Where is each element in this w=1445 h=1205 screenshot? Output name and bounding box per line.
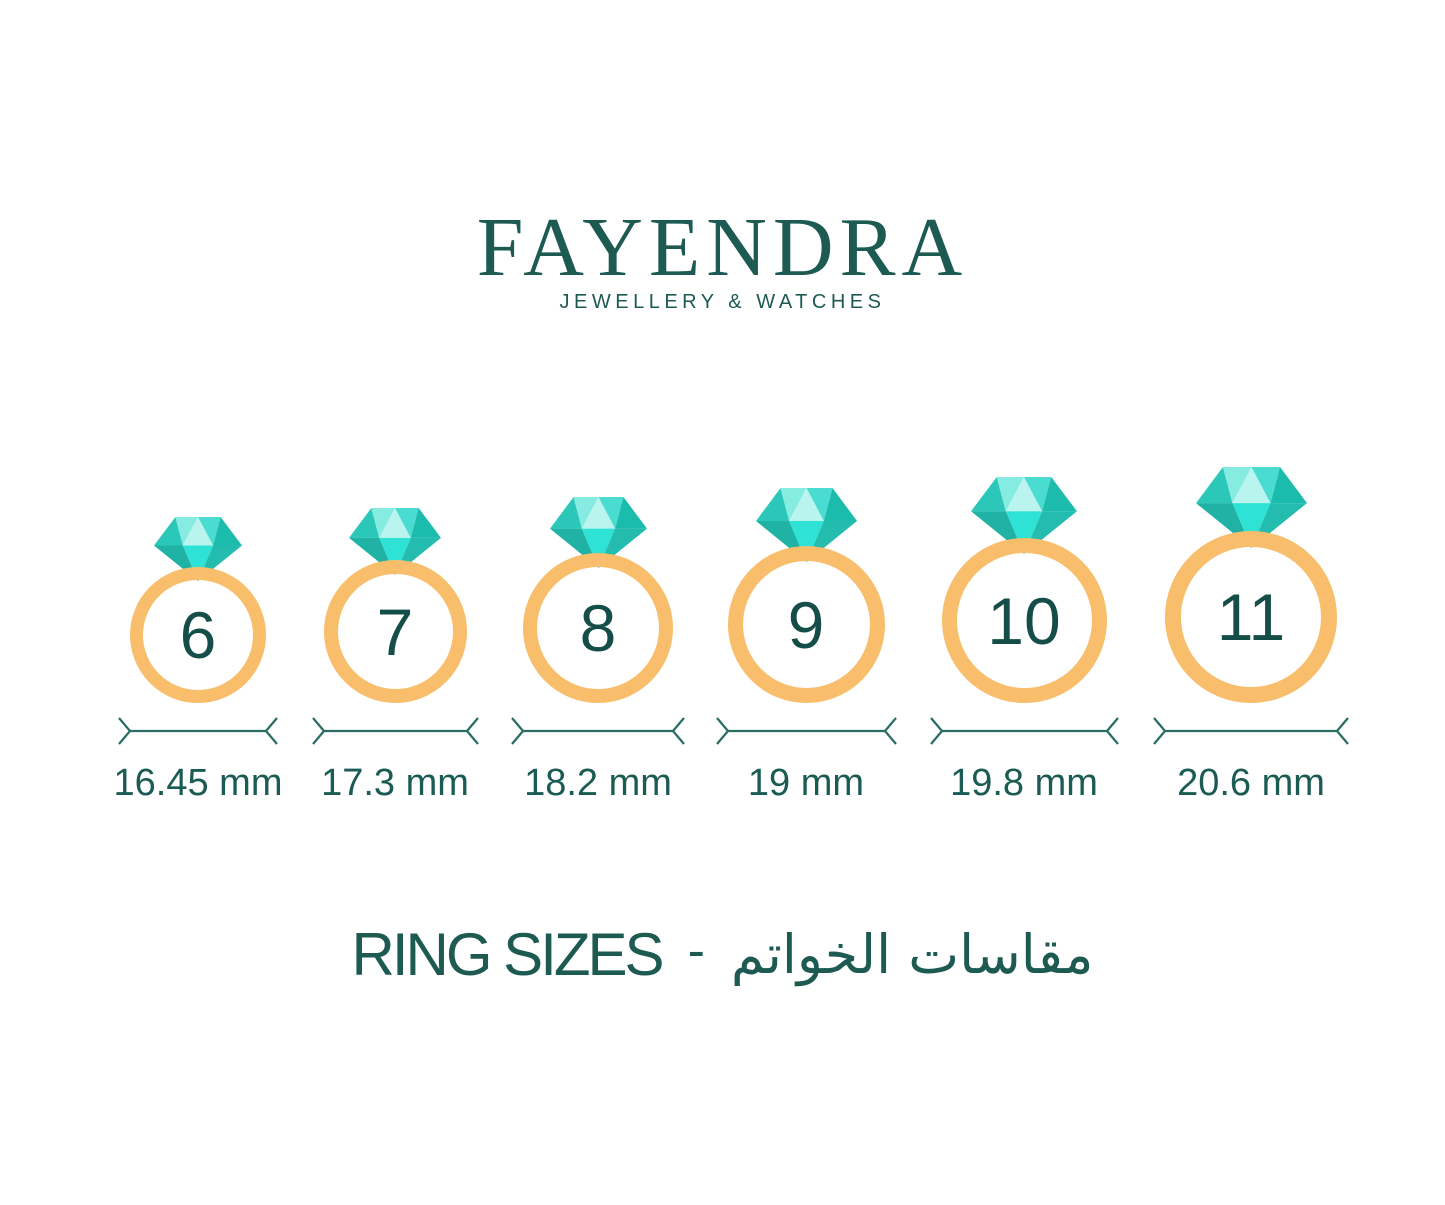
measure-arrow-icon xyxy=(929,715,1119,747)
chart-title-ar: مقاسات الخواتم xyxy=(730,923,1094,987)
ring-diameter-label: 19 mm xyxy=(747,762,865,804)
measure-arrow-icon xyxy=(715,715,897,747)
ring-diameter-label: 16.45 mm xyxy=(113,762,283,804)
ring-size-number: 6 xyxy=(179,598,217,672)
brand-name: FAYENDRA xyxy=(476,201,969,294)
ring-diameter-label: 20.6 mm xyxy=(1177,762,1325,804)
brand-tagline: JEWELLERY & WATCHES xyxy=(559,291,886,313)
measure-arrow-icon xyxy=(118,715,278,747)
ring-size-number: 11 xyxy=(1216,580,1286,654)
measure-arrow-icon xyxy=(1153,715,1349,747)
ring-size-number: 10 xyxy=(987,583,1061,658)
ring-size-number: 9 xyxy=(787,587,825,662)
measure-arrow-icon xyxy=(511,715,685,747)
chart-title-en: RING SIZES xyxy=(351,921,665,988)
chart-title-separator: - xyxy=(687,922,705,980)
measure-arrow-icon xyxy=(311,715,479,747)
diamond-icon xyxy=(971,477,1077,554)
ring-size-number: 7 xyxy=(376,594,414,669)
ring-diameter-label: 17.3 mm xyxy=(321,762,469,804)
diamond-icon xyxy=(349,508,441,575)
ring-diameter-label: 18.2 mm xyxy=(524,762,672,804)
chart-title: RING SIZES - مقاسات الخواتم xyxy=(0,925,1445,985)
ring-size-number: 8 xyxy=(579,591,617,665)
ring-diameter-label: 19.8 mm xyxy=(950,762,1098,804)
